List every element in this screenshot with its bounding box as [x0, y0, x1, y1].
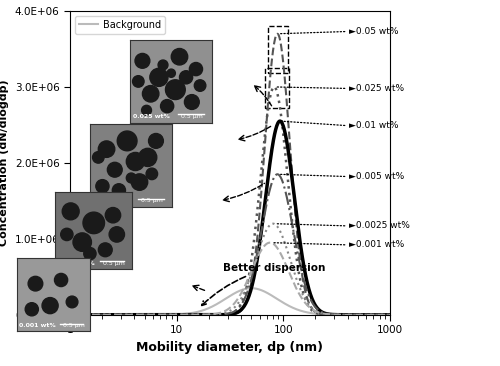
- Background: [248, 286, 254, 290]
- Circle shape: [160, 100, 173, 113]
- Background: [387, 313, 393, 317]
- Text: 0.025 wt%: 0.025 wt%: [132, 114, 170, 119]
- Circle shape: [109, 227, 124, 242]
- Circle shape: [148, 134, 164, 148]
- Text: 0.5 μm: 0.5 μm: [141, 198, 163, 203]
- Circle shape: [171, 49, 188, 65]
- Circle shape: [135, 53, 150, 68]
- Background: [124, 313, 130, 317]
- Circle shape: [146, 168, 158, 180]
- Background: [212, 303, 218, 307]
- Circle shape: [150, 68, 168, 86]
- Bar: [266, 68, 289, 108]
- Background: [308, 311, 314, 315]
- Text: 0.5 μm: 0.5 μm: [103, 261, 125, 266]
- Circle shape: [98, 243, 112, 257]
- Circle shape: [126, 152, 144, 171]
- Text: ►0.005 wt%: ►0.005 wt%: [350, 172, 405, 181]
- Circle shape: [142, 105, 152, 115]
- Text: 0.005 wt%: 0.005 wt%: [58, 261, 94, 266]
- Line: Background: Background: [70, 288, 390, 315]
- Circle shape: [167, 69, 175, 77]
- Y-axis label: Concentration (dN/dlogdp): Concentration (dN/dlogdp): [0, 79, 10, 246]
- Text: Better dispersion: Better dispersion: [202, 263, 325, 306]
- Circle shape: [180, 71, 192, 84]
- Text: ►0.01 wt%: ►0.01 wt%: [350, 121, 399, 130]
- Text: 0.001 wt%: 0.001 wt%: [20, 323, 56, 328]
- Circle shape: [106, 208, 120, 223]
- Circle shape: [190, 63, 202, 76]
- Text: ►0.001 wt%: ►0.001 wt%: [350, 240, 405, 249]
- Text: ►0.0025 wt%: ►0.0025 wt%: [350, 221, 410, 231]
- Circle shape: [194, 80, 206, 92]
- Circle shape: [42, 298, 58, 314]
- Circle shape: [92, 152, 104, 163]
- Text: ►0.025 wt%: ►0.025 wt%: [350, 84, 405, 93]
- Text: 0.01 wt%: 0.01 wt%: [92, 198, 125, 203]
- Text: 0.5 μm: 0.5 μm: [62, 323, 84, 328]
- Circle shape: [28, 276, 43, 291]
- Circle shape: [60, 228, 73, 240]
- Circle shape: [112, 184, 126, 197]
- Background: [281, 301, 287, 306]
- Bar: [268, 26, 287, 73]
- Circle shape: [62, 203, 79, 220]
- Circle shape: [73, 233, 92, 251]
- Circle shape: [158, 60, 168, 70]
- X-axis label: Mobility diameter, dp (nm): Mobility diameter, dp (nm): [136, 341, 324, 354]
- Circle shape: [96, 180, 109, 193]
- Circle shape: [118, 131, 137, 151]
- Circle shape: [54, 273, 68, 287]
- Background: [150, 313, 156, 317]
- Circle shape: [184, 94, 199, 109]
- Circle shape: [126, 173, 136, 183]
- Text: 0.5 μm: 0.5 μm: [181, 114, 203, 119]
- Circle shape: [131, 174, 148, 190]
- Legend: Background: Background: [75, 16, 165, 34]
- Circle shape: [108, 163, 122, 177]
- Background: [67, 313, 73, 317]
- Circle shape: [166, 80, 185, 100]
- Circle shape: [83, 212, 104, 234]
- Circle shape: [138, 148, 157, 167]
- Circle shape: [142, 86, 159, 102]
- Text: ►0.05 wt%: ►0.05 wt%: [350, 27, 399, 36]
- Circle shape: [132, 76, 144, 87]
- Circle shape: [66, 296, 78, 308]
- Circle shape: [25, 303, 38, 316]
- Circle shape: [98, 141, 115, 157]
- Background: [256, 287, 262, 292]
- Circle shape: [84, 247, 96, 260]
